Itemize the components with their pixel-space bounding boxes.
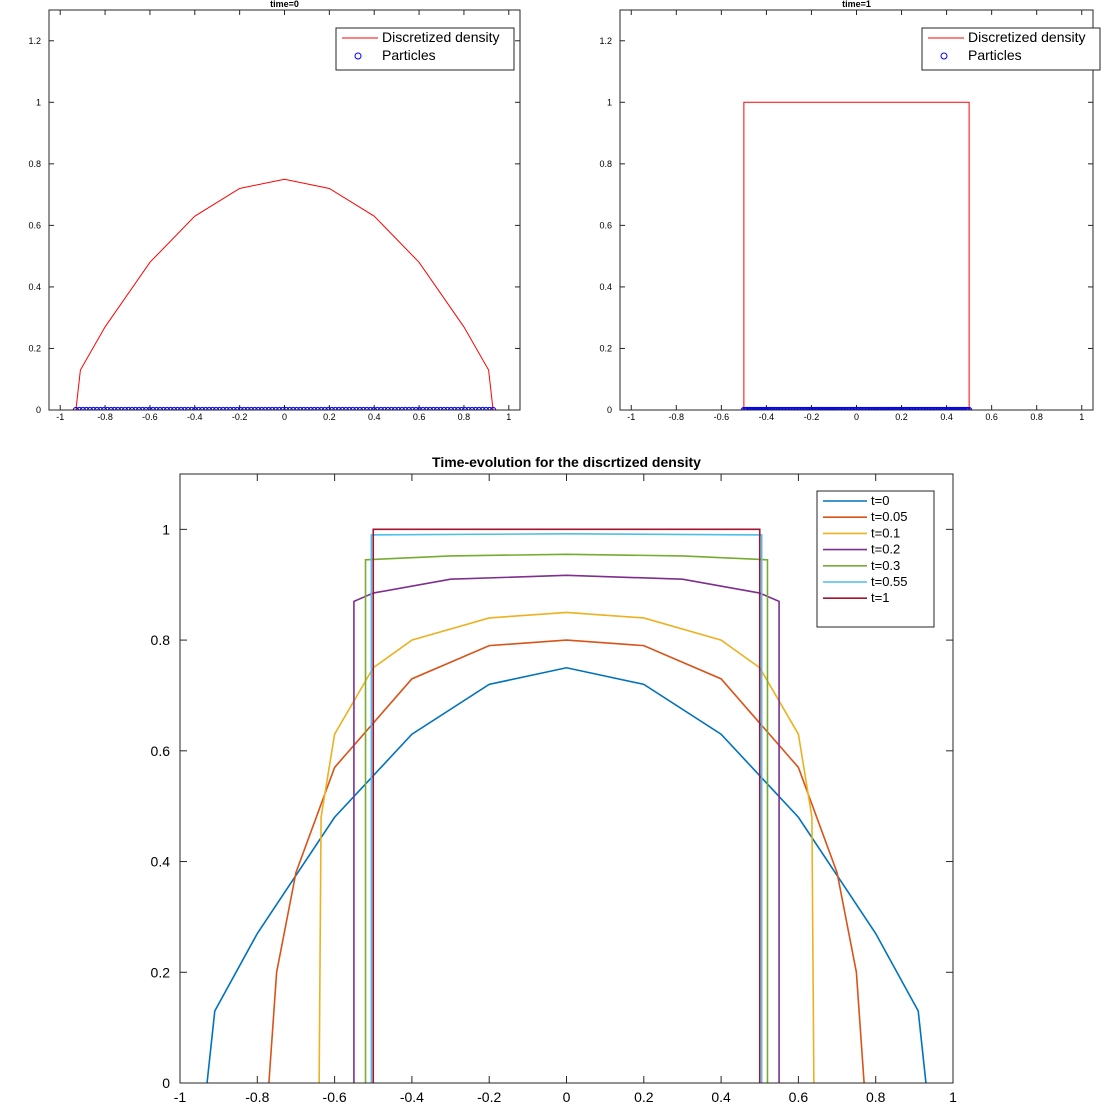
chart-3: Time-evolution for the discrtized densit… [151, 454, 958, 1105]
x-tick-label: -0.4 [187, 412, 203, 422]
x-tick-label: -0.8 [97, 412, 113, 422]
chart-title: Time-evolution for the discrtized densit… [432, 454, 701, 470]
legend-label: Discretized density [382, 29, 500, 45]
x-tick-label: 0.2 [634, 1089, 654, 1105]
legend-label: Particles [382, 47, 436, 63]
x-tick-label: 0.2 [895, 412, 908, 422]
chart-title: time=1 [842, 0, 871, 9]
x-tick-label: -0.4 [400, 1089, 424, 1105]
legend: Discretized density Particles [921, 27, 1101, 71]
y-tick-label: 1.2 [599, 36, 612, 46]
y-tick-label: 0 [36, 405, 41, 415]
series-line-t-0-05 [268, 639, 865, 1083]
plot-frame [619, 9, 1094, 411]
y-tick-label: 1 [36, 97, 41, 107]
x-tick-label: -0.2 [804, 412, 820, 422]
x-tick-label: 0.4 [711, 1089, 731, 1105]
y-tick-label: 0.4 [28, 282, 41, 292]
x-tick-label: 1 [949, 1089, 957, 1105]
legend-box [816, 490, 935, 628]
x-tick-label: -0.8 [245, 1089, 269, 1105]
y-tick-label: 0.6 [599, 220, 612, 230]
series-line-t-1 [372, 528, 761, 1083]
series-line-discretized-density [75, 178, 494, 410]
x-tick-label: -0.8 [669, 412, 685, 422]
x-tick-label: -1 [174, 1089, 187, 1105]
x-tick-label: -0.6 [714, 412, 730, 422]
y-tick-label: 0.8 [28, 159, 41, 169]
x-tick-label: 0 [854, 412, 859, 422]
x-tick-label: 0.4 [940, 412, 953, 422]
x-tick-label: 1 [1079, 412, 1084, 422]
y-tick-label: 0.8 [599, 159, 612, 169]
legend-label: t=0 [871, 493, 889, 508]
x-tick-label: 0.2 [323, 412, 336, 422]
plot-layer [206, 528, 927, 1083]
legend-marker [354, 52, 362, 60]
x-tick-label: -0.6 [142, 412, 158, 422]
series-line-t-0-1 [318, 611, 815, 1083]
x-tick-label: 0.8 [1030, 412, 1043, 422]
legend-label: Discretized density [968, 29, 1086, 45]
x-tick-label: -1 [56, 412, 64, 422]
plot-area [49, 10, 520, 410]
plot-frame [179, 473, 954, 1084]
x-tick-label: 0 [563, 1089, 571, 1105]
plot-frame [48, 9, 521, 411]
x-tick-label: 0.6 [985, 412, 998, 422]
legend-label: t=0.3 [871, 558, 900, 573]
legend-label: t=1 [871, 590, 889, 605]
legend-label: t=0.1 [871, 525, 900, 540]
series-line-t-0-3 [364, 553, 769, 1083]
y-tick-label: 0 [162, 1075, 170, 1091]
y-tick-label: 0 [607, 405, 612, 415]
x-tick-label: -0.2 [232, 412, 248, 422]
x-tick-label: 0.8 [866, 1089, 886, 1105]
y-tick-label: 0.6 [151, 743, 171, 759]
y-tick-label: 0.4 [151, 854, 171, 870]
series-line-t-0-2 [353, 574, 780, 1083]
x-tick-label: 0.6 [789, 1089, 809, 1105]
x-tick-label: 0 [282, 412, 287, 422]
legend-label: Particles [968, 47, 1022, 63]
y-tick-label: 1 [162, 521, 170, 537]
legend-label: t=0.2 [871, 542, 900, 557]
y-tick-label: 0.2 [28, 343, 41, 353]
x-tick-label: -1 [627, 412, 635, 422]
x-tick-label: -0.4 [759, 412, 775, 422]
y-tick-label: 0.8 [151, 632, 171, 648]
series-line-t-0-55 [370, 532, 763, 1083]
legend-box [921, 27, 1101, 71]
x-tick-label: -0.6 [323, 1089, 347, 1105]
plot-area [620, 10, 1093, 410]
series-line-t-0 [206, 666, 927, 1083]
y-tick-label: 0.6 [28, 220, 41, 230]
legend-label: t=0.05 [871, 509, 908, 524]
legend-marker [940, 52, 948, 60]
x-tick-label: 0.6 [413, 412, 426, 422]
x-tick-label: 0.8 [458, 412, 471, 422]
y-tick-label: 0.4 [599, 282, 612, 292]
chart-title: time=0 [270, 0, 299, 9]
chart-1: time=0 -1 -0.8 -0.6 -0.4 -0.2 0 0.2 0.4 0.6 0.8 1 0 0… [28, 0, 521, 422]
chart-2: time=1 -1 -0.8 -0.6 -0.4 -0.2 0 0.2 0.4 0.6 0.8 1 0 0… [599, 0, 1101, 422]
legend: Discretized density Particles [335, 27, 515, 71]
y-tick-label: 0.2 [151, 964, 171, 980]
legend-label: t=0.55 [871, 574, 908, 589]
legend-box [335, 27, 515, 71]
series-line-discretized-density [743, 101, 970, 410]
x-tick-label: -0.2 [477, 1089, 501, 1105]
x-tick-label: 1 [506, 412, 511, 422]
x-tick-label: 0.4 [368, 412, 381, 422]
y-tick-label: 1 [607, 97, 612, 107]
y-tick-label: 0.2 [599, 343, 612, 353]
legend: t=0t=0.05t=0.1 t=0.2t=0.3t=0.55t=1 [816, 490, 935, 628]
y-tick-label: 1.2 [28, 36, 41, 46]
